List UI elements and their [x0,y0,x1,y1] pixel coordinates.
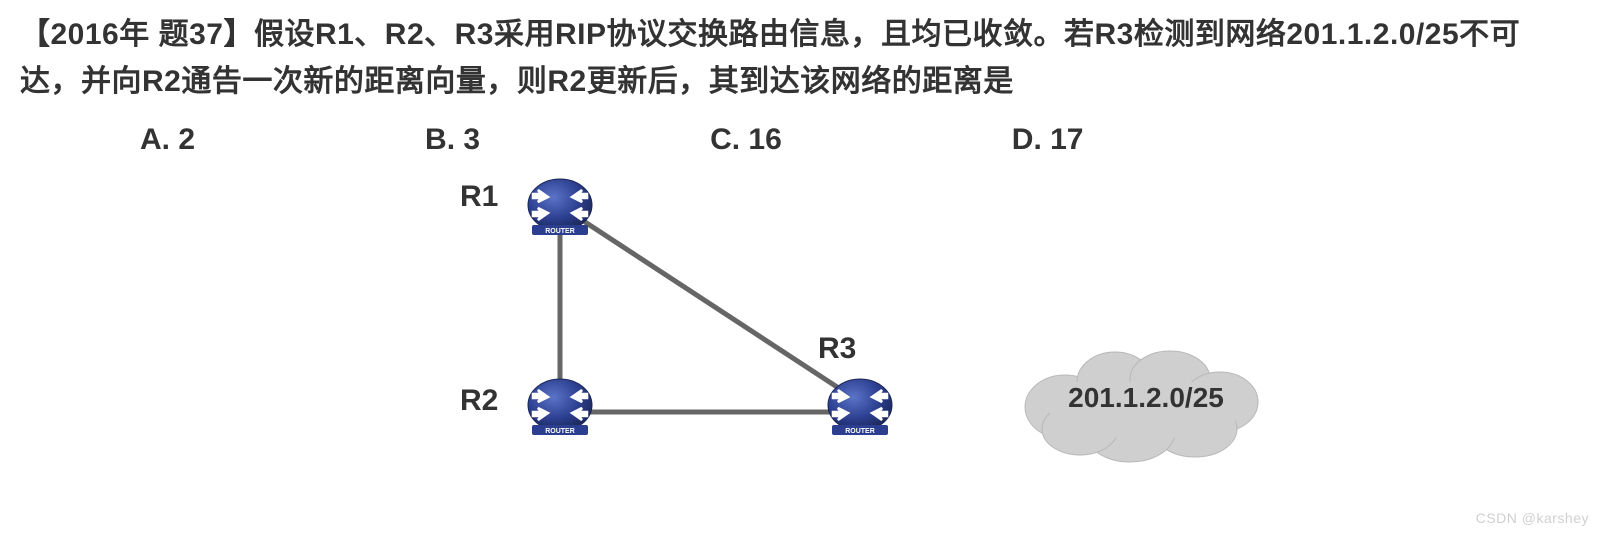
diagram-area: ROUTER ROUTER ROUTER R1 R2 [0,167,1609,487]
option-b: B. 3 [425,123,480,157]
router-r3: ROUTER [828,379,892,435]
router-r1: ROUTER [528,179,592,235]
svg-text:ROUTER: ROUTER [845,428,875,435]
option-d: D. 17 [1012,123,1084,157]
topology-svg: ROUTER ROUTER ROUTER [430,167,950,467]
watermark: CSDN @karshey [1476,510,1589,526]
network-cidr: 201.1.2.0/25 [1046,382,1246,414]
svg-text:ROUTER: ROUTER [545,228,575,235]
router-r2: ROUTER [528,379,592,435]
options-row: A. 2 B. 3 C. 16 D. 17 [0,123,1609,157]
option-a: A. 2 [140,123,195,157]
option-c: C. 16 [710,123,782,157]
links [560,222,860,412]
edge-r1-r3 [585,222,860,402]
label-r2: R2 [460,384,498,418]
svg-text:ROUTER: ROUTER [545,428,575,435]
question-text: 【2016年 题37】假设R1、R2、R3采用RIP协议交换路由信息，且均已收敛… [0,0,1609,105]
label-r3: R3 [818,332,856,366]
label-r1: R1 [460,180,498,214]
